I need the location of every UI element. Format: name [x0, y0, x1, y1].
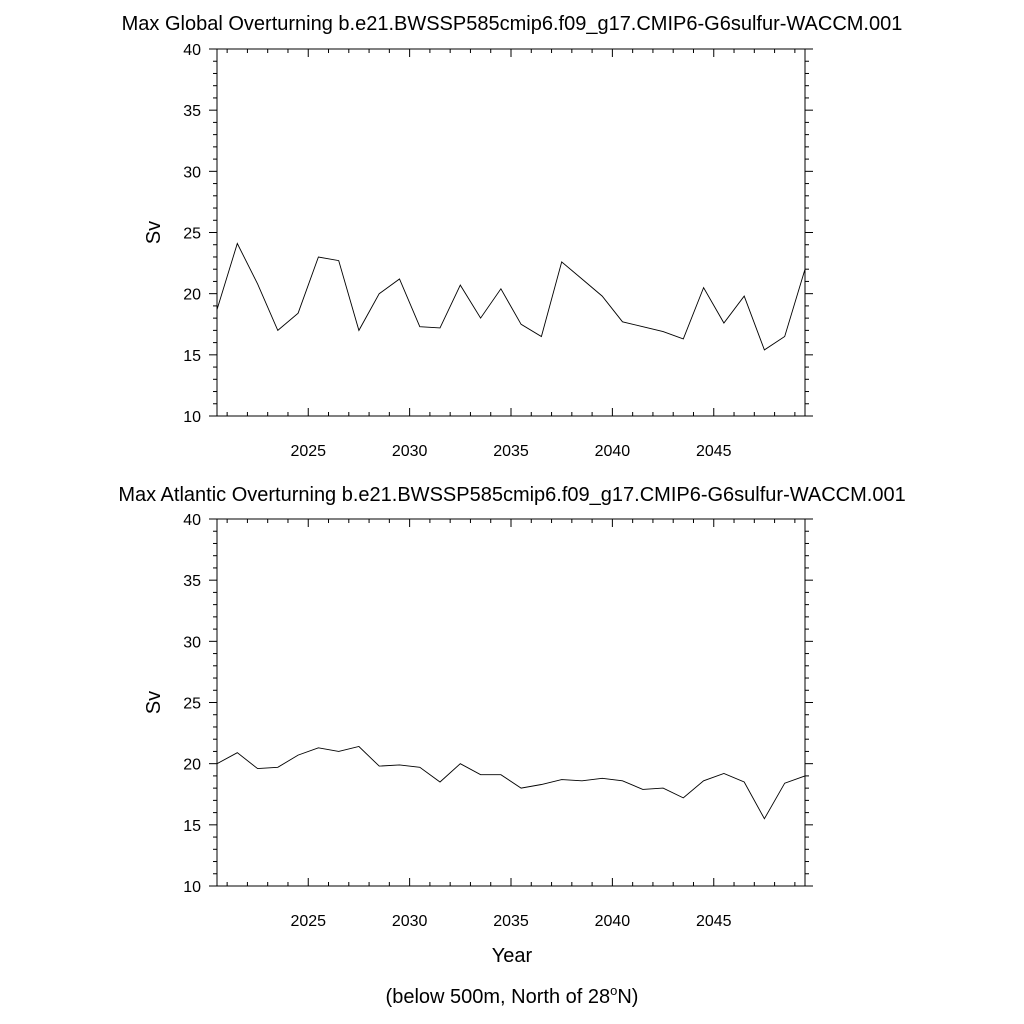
axis-ticks: [209, 518, 813, 887]
y-tick-label: 15: [183, 818, 201, 835]
global-overturning-panel: Max Global Overturning b.e21.BWSSP585cmi…: [122, 13, 903, 460]
y-tick-label: 10: [183, 409, 201, 426]
y-axis-label: Sv: [143, 691, 165, 714]
y-tick-label: 25: [183, 696, 201, 713]
x-tick-label: 2030: [392, 913, 428, 930]
axis-ticks: [209, 48, 813, 417]
y-tick-label: 20: [183, 287, 201, 304]
x-tick-label: 2045: [696, 443, 732, 460]
x-tick-label: 2040: [595, 913, 631, 930]
y-tick-label: 40: [183, 42, 201, 59]
x-tick-label: 2025: [290, 443, 326, 460]
x-tick-label: 2030: [392, 443, 428, 460]
y-axis-label: Sv: [143, 221, 165, 244]
series-line: [216, 746, 806, 820]
plot-frame: [216, 518, 806, 887]
footnote: (below 500m, North of 28oN): [386, 983, 639, 1008]
x-tick-labels: 2025 2030 2035 2040 2045: [290, 443, 731, 460]
y-tick-label: 35: [183, 103, 201, 120]
x-tick-label: 2040: [595, 443, 631, 460]
y-tick-label: 30: [183, 634, 201, 651]
footnote-prefix: (below 500m, North of 28: [386, 986, 611, 1008]
atlantic-overturning-panel: Max Atlantic Overturning b.e21.BWSSP585c…: [118, 484, 905, 967]
y-tick-label: 10: [183, 879, 201, 896]
y-tick-labels: 10 15 20 25 30 35 40: [183, 42, 201, 426]
degree-superscript: o: [610, 983, 617, 998]
x-tick-label: 2025: [290, 913, 326, 930]
chart-title: Max Global Overturning b.e21.BWSSP585cmi…: [122, 13, 903, 35]
x-tick-label: 2035: [493, 913, 529, 930]
footnote-suffix: N): [617, 986, 638, 1008]
y-tick-label: 30: [183, 164, 201, 181]
y-tick-label: 25: [183, 226, 201, 243]
x-tick-label: 2045: [696, 913, 732, 930]
series-line: [216, 242, 806, 351]
chart-title: Max Atlantic Overturning b.e21.BWSSP585c…: [118, 484, 905, 506]
y-tick-label: 35: [183, 573, 201, 590]
y-tick-label: 20: [183, 757, 201, 774]
plot-frame: [216, 48, 806, 417]
x-axis-label: Year: [492, 945, 533, 967]
y-tick-label: 15: [183, 348, 201, 365]
y-tick-labels: 10 15 20 25 30 35 40: [183, 512, 201, 896]
x-tick-label: 2035: [493, 443, 529, 460]
y-tick-label: 40: [183, 512, 201, 529]
x-tick-labels: 2025 2030 2035 2040 2045: [290, 913, 731, 930]
